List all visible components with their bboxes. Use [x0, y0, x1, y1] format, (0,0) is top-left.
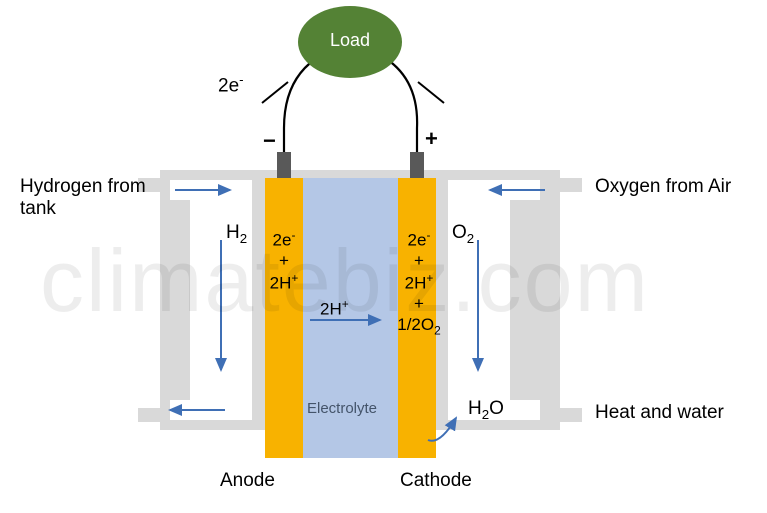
anode-label: Anode	[220, 470, 275, 492]
cathode-reaction: 2e-+2H++1/2O2	[394, 228, 444, 338]
h2o-label: H2O	[468, 398, 504, 422]
electrolyte-label: Electrolyte	[307, 400, 377, 417]
o2-label: O2	[452, 222, 474, 246]
heat-water-label: Heat and water	[595, 402, 724, 424]
cathode-label: Cathode	[400, 470, 472, 492]
h2-label: H2	[226, 222, 247, 246]
oxygen-in-label: Oxygen from Air	[595, 176, 731, 198]
proton-flow-label: 2H+	[320, 297, 349, 320]
anode-reaction: 2e-+2H+	[265, 228, 303, 294]
hydrogen-in-label: Hydrogen from tank	[20, 176, 150, 220]
